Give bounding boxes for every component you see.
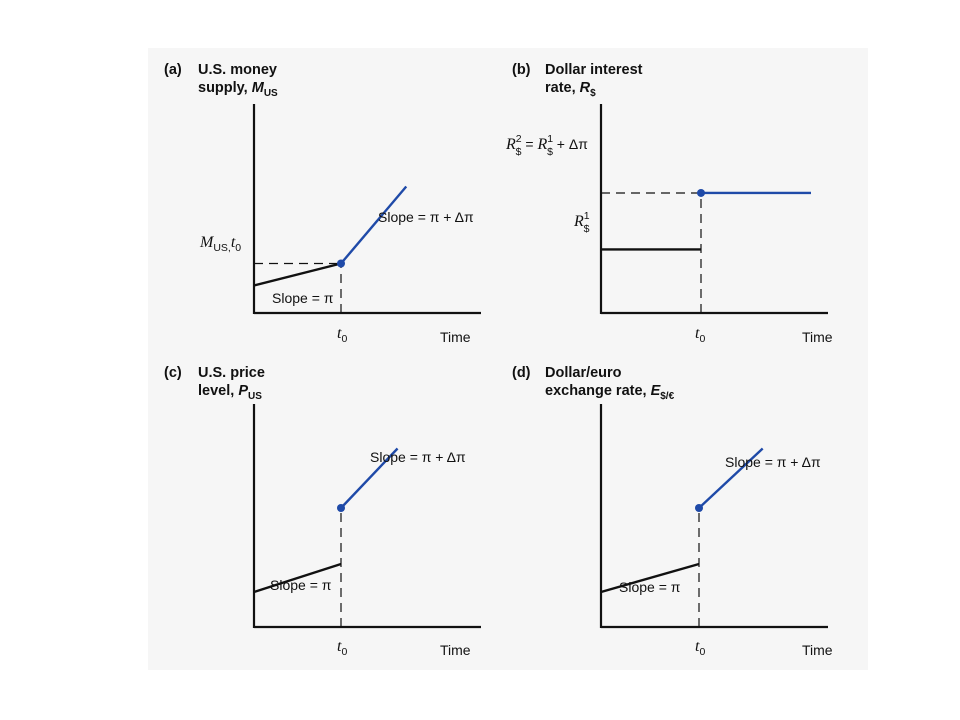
- panel-b-title-line2: rate, R$: [545, 80, 596, 99]
- panel-d-letter: (d): [512, 365, 531, 381]
- panel-b-title-line1: Dollar interest: [545, 62, 643, 78]
- panel-c-jump-point: [337, 504, 345, 512]
- panel-b: (b) Dollar interest rate, R$ R2 $ = R1 $ +…: [505, 62, 833, 345]
- panel-a-title-line1: U.S. money: [198, 62, 277, 78]
- panel-d: (d) Dollar/euro exchange rate, E$/€ Slop…: [512, 365, 833, 658]
- panel-d-x-label: Time: [802, 642, 833, 658]
- panel-a-jump-point: [337, 259, 345, 268]
- panel-a: (a) U.S. money supply, MUS Slope = π Slo…: [164, 62, 481, 345]
- panel-c-slope-before: Slope = π: [270, 577, 332, 593]
- panel-b-y-marker-low: R1 $: [573, 210, 590, 235]
- panel-a-title-line2: supply, MUS: [198, 80, 278, 99]
- panel-b-x-tick-t0: t0: [695, 325, 705, 345]
- panel-d-series-before-t0: [600, 562, 700, 594]
- panel-c: (c) U.S. price level, PUS Slope = π Slop…: [164, 365, 481, 658]
- panel-a-series-after-t0: [340, 185, 408, 265]
- panel-d-title-line1: Dollar/euro: [545, 365, 622, 381]
- panel-a-letter: (a): [164, 62, 182, 78]
- panel-b-x-label: Time: [802, 329, 833, 345]
- panel-a-y-marker: MUS,t0: [199, 234, 241, 254]
- figure-panel-grid: (a) U.S. money supply, MUS Slope = π Slo…: [148, 48, 868, 670]
- panel-a-x-label: Time: [440, 329, 471, 345]
- panel-c-slope-after: Slope = π + Δπ: [370, 449, 466, 465]
- panel-b-y-marker-high: R2 $ = R1 $ + Δπ: [505, 133, 588, 158]
- panel-d-title-line2: exchange rate, E$/€: [545, 383, 675, 402]
- panel-c-series-before-t0: [253, 562, 342, 594]
- panel-d-series-after-t0: [698, 447, 764, 509]
- panel-c-x-label: Time: [440, 642, 471, 658]
- panel-c-title-line1: U.S. price: [198, 365, 265, 381]
- panel-b-letter: (b): [512, 62, 531, 78]
- panel-c-series-after-t0: [340, 447, 399, 509]
- panel-a-x-tick-t0: t0: [337, 325, 347, 345]
- panel-d-plot: [600, 447, 764, 627]
- panel-b-plot: [601, 188, 811, 313]
- panel-c-title-line2: level, PUS: [198, 383, 262, 402]
- panel-c-letter: (c): [164, 365, 182, 381]
- panel-d-slope-after: Slope = π + Δπ: [725, 454, 821, 470]
- panel-c-plot: [253, 447, 399, 627]
- panel-a-slope-after: Slope = π + Δπ: [378, 209, 474, 225]
- panel-d-slope-before: Slope = π: [619, 579, 681, 595]
- panel-c-x-tick-t0: t0: [337, 638, 347, 658]
- panel-a-series-before-t0: [253, 262, 342, 287]
- panel-d-x-tick-t0: t0: [695, 638, 705, 658]
- panel-d-jump-point: [695, 504, 703, 512]
- panel-b-jump-point: [697, 188, 705, 197]
- panel-a-plot: [253, 185, 408, 313]
- panel-a-slope-before: Slope = π: [272, 290, 334, 306]
